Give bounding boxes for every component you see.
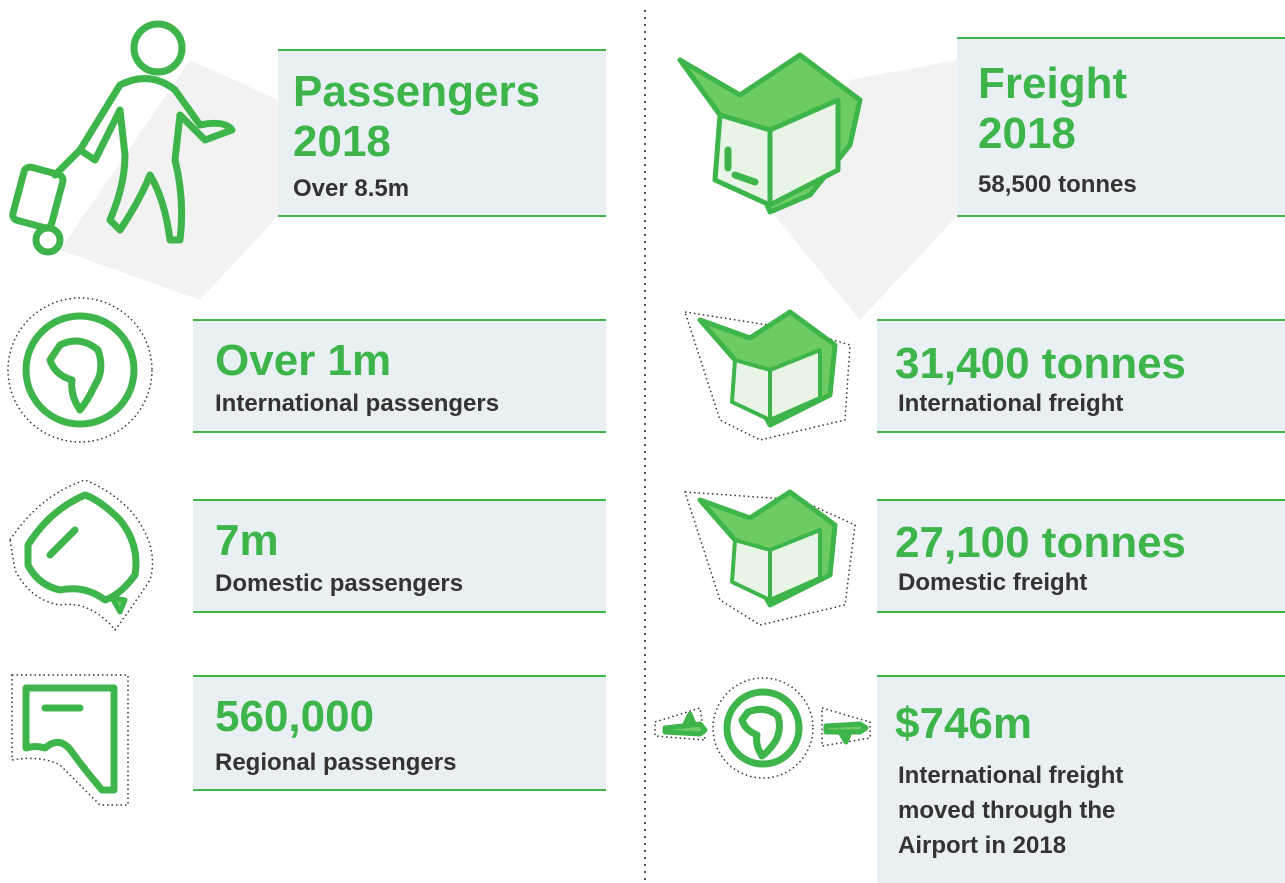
card [193,499,606,613]
subtext: International freight [898,762,1123,789]
heading: Passengers [293,67,540,116]
heading: Over 1m [215,336,391,385]
subtext: Domestic passengers [215,570,463,597]
subtext: moved through the [898,797,1115,824]
subtext: Over 8.5m [293,175,409,202]
heading: 7m [215,516,279,565]
heading: 2018 [978,109,1076,158]
heading: 560,000 [215,692,374,741]
freight-box-icon [677,52,863,215]
card [193,675,606,791]
card [877,319,1285,433]
subtext: International freight [898,390,1123,417]
card [877,675,1285,883]
heading: $746m [895,699,1032,748]
card [193,319,606,433]
globe-icon [7,297,153,443]
heading: 31,400 tonnes [895,339,1186,388]
traveller-icon [9,20,236,256]
subtext: 58,500 tonnes [978,171,1137,198]
card [278,49,606,217]
subtext: International passengers [215,390,499,417]
shadow [770,60,957,320]
south-australia-icon [11,674,129,806]
heading: Freight [978,59,1127,108]
freight-box-icon [683,309,851,441]
globe-planes-icon [654,677,871,779]
subtext: Airport in 2018 [898,832,1066,859]
heading: 27,100 tonnes [895,518,1186,567]
australia-icon [9,479,154,632]
subtext: Regional passengers [215,749,456,776]
card [877,499,1285,613]
shadow [60,60,278,300]
freight-box-icon [683,489,856,626]
heading: 2018 [293,117,391,166]
card [957,37,1285,217]
subtext: Domestic freight [898,569,1087,596]
